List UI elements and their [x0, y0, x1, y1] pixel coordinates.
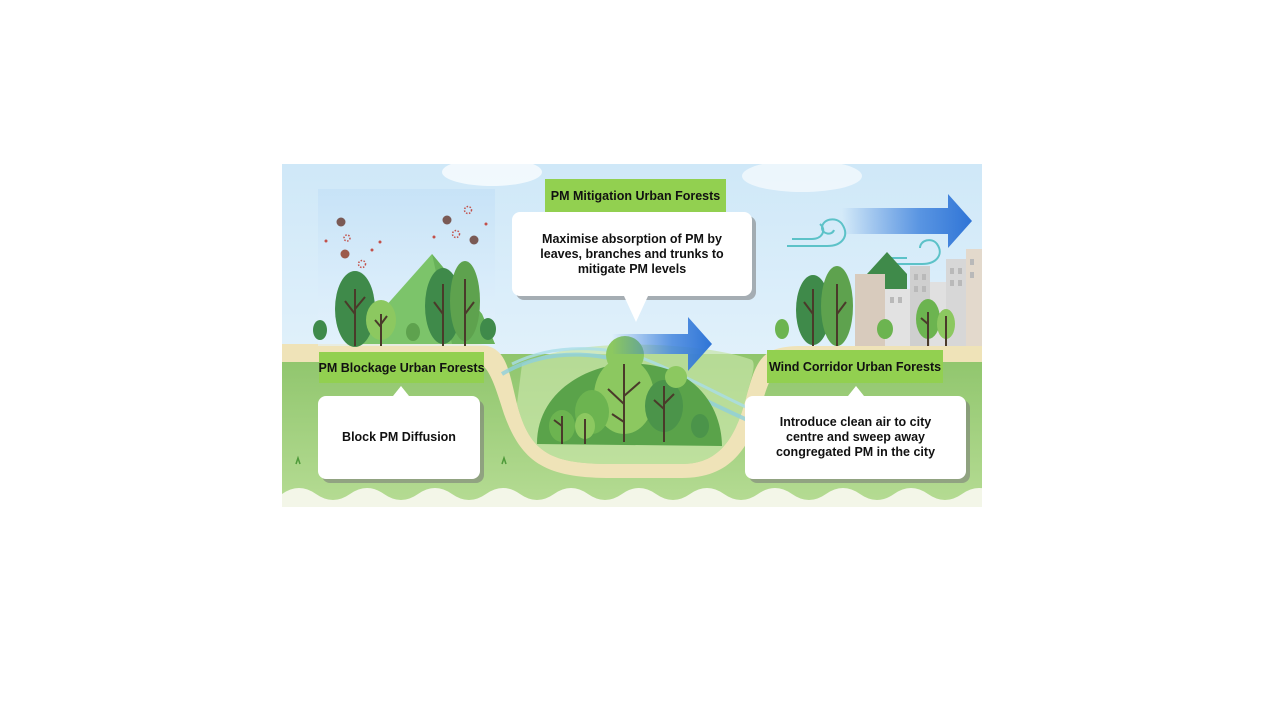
urban-forest-diagram: PM Blockage Urban Forests Block PM Diffu…: [282, 164, 982, 507]
mitigation-title: PM Mitigation Urban Forests: [545, 179, 726, 212]
wind-corridor-description: Introduce clean air to city centre and s…: [745, 396, 966, 479]
pm-particle-icon: [324, 205, 488, 269]
mitigation-callout-pointer: [624, 296, 648, 322]
wind-corridor-callout-pointer: [848, 386, 864, 396]
tree-icon: [775, 266, 955, 346]
blockage-callout-pointer: [393, 386, 409, 396]
wind-corridor-title: Wind Corridor Urban Forests: [767, 350, 943, 383]
mitigation-description: Maximise absorption of PM by leaves, bra…: [512, 212, 752, 296]
blockage-description: Block PM Diffusion: [318, 396, 480, 479]
wind-arrow-icon: [612, 317, 712, 371]
tree-icon: [313, 261, 496, 347]
wind-swirl-icon: [787, 218, 941, 265]
wind-arrow-icon: [842, 194, 972, 248]
blockage-title: PM Blockage Urban Forests: [319, 352, 485, 383]
